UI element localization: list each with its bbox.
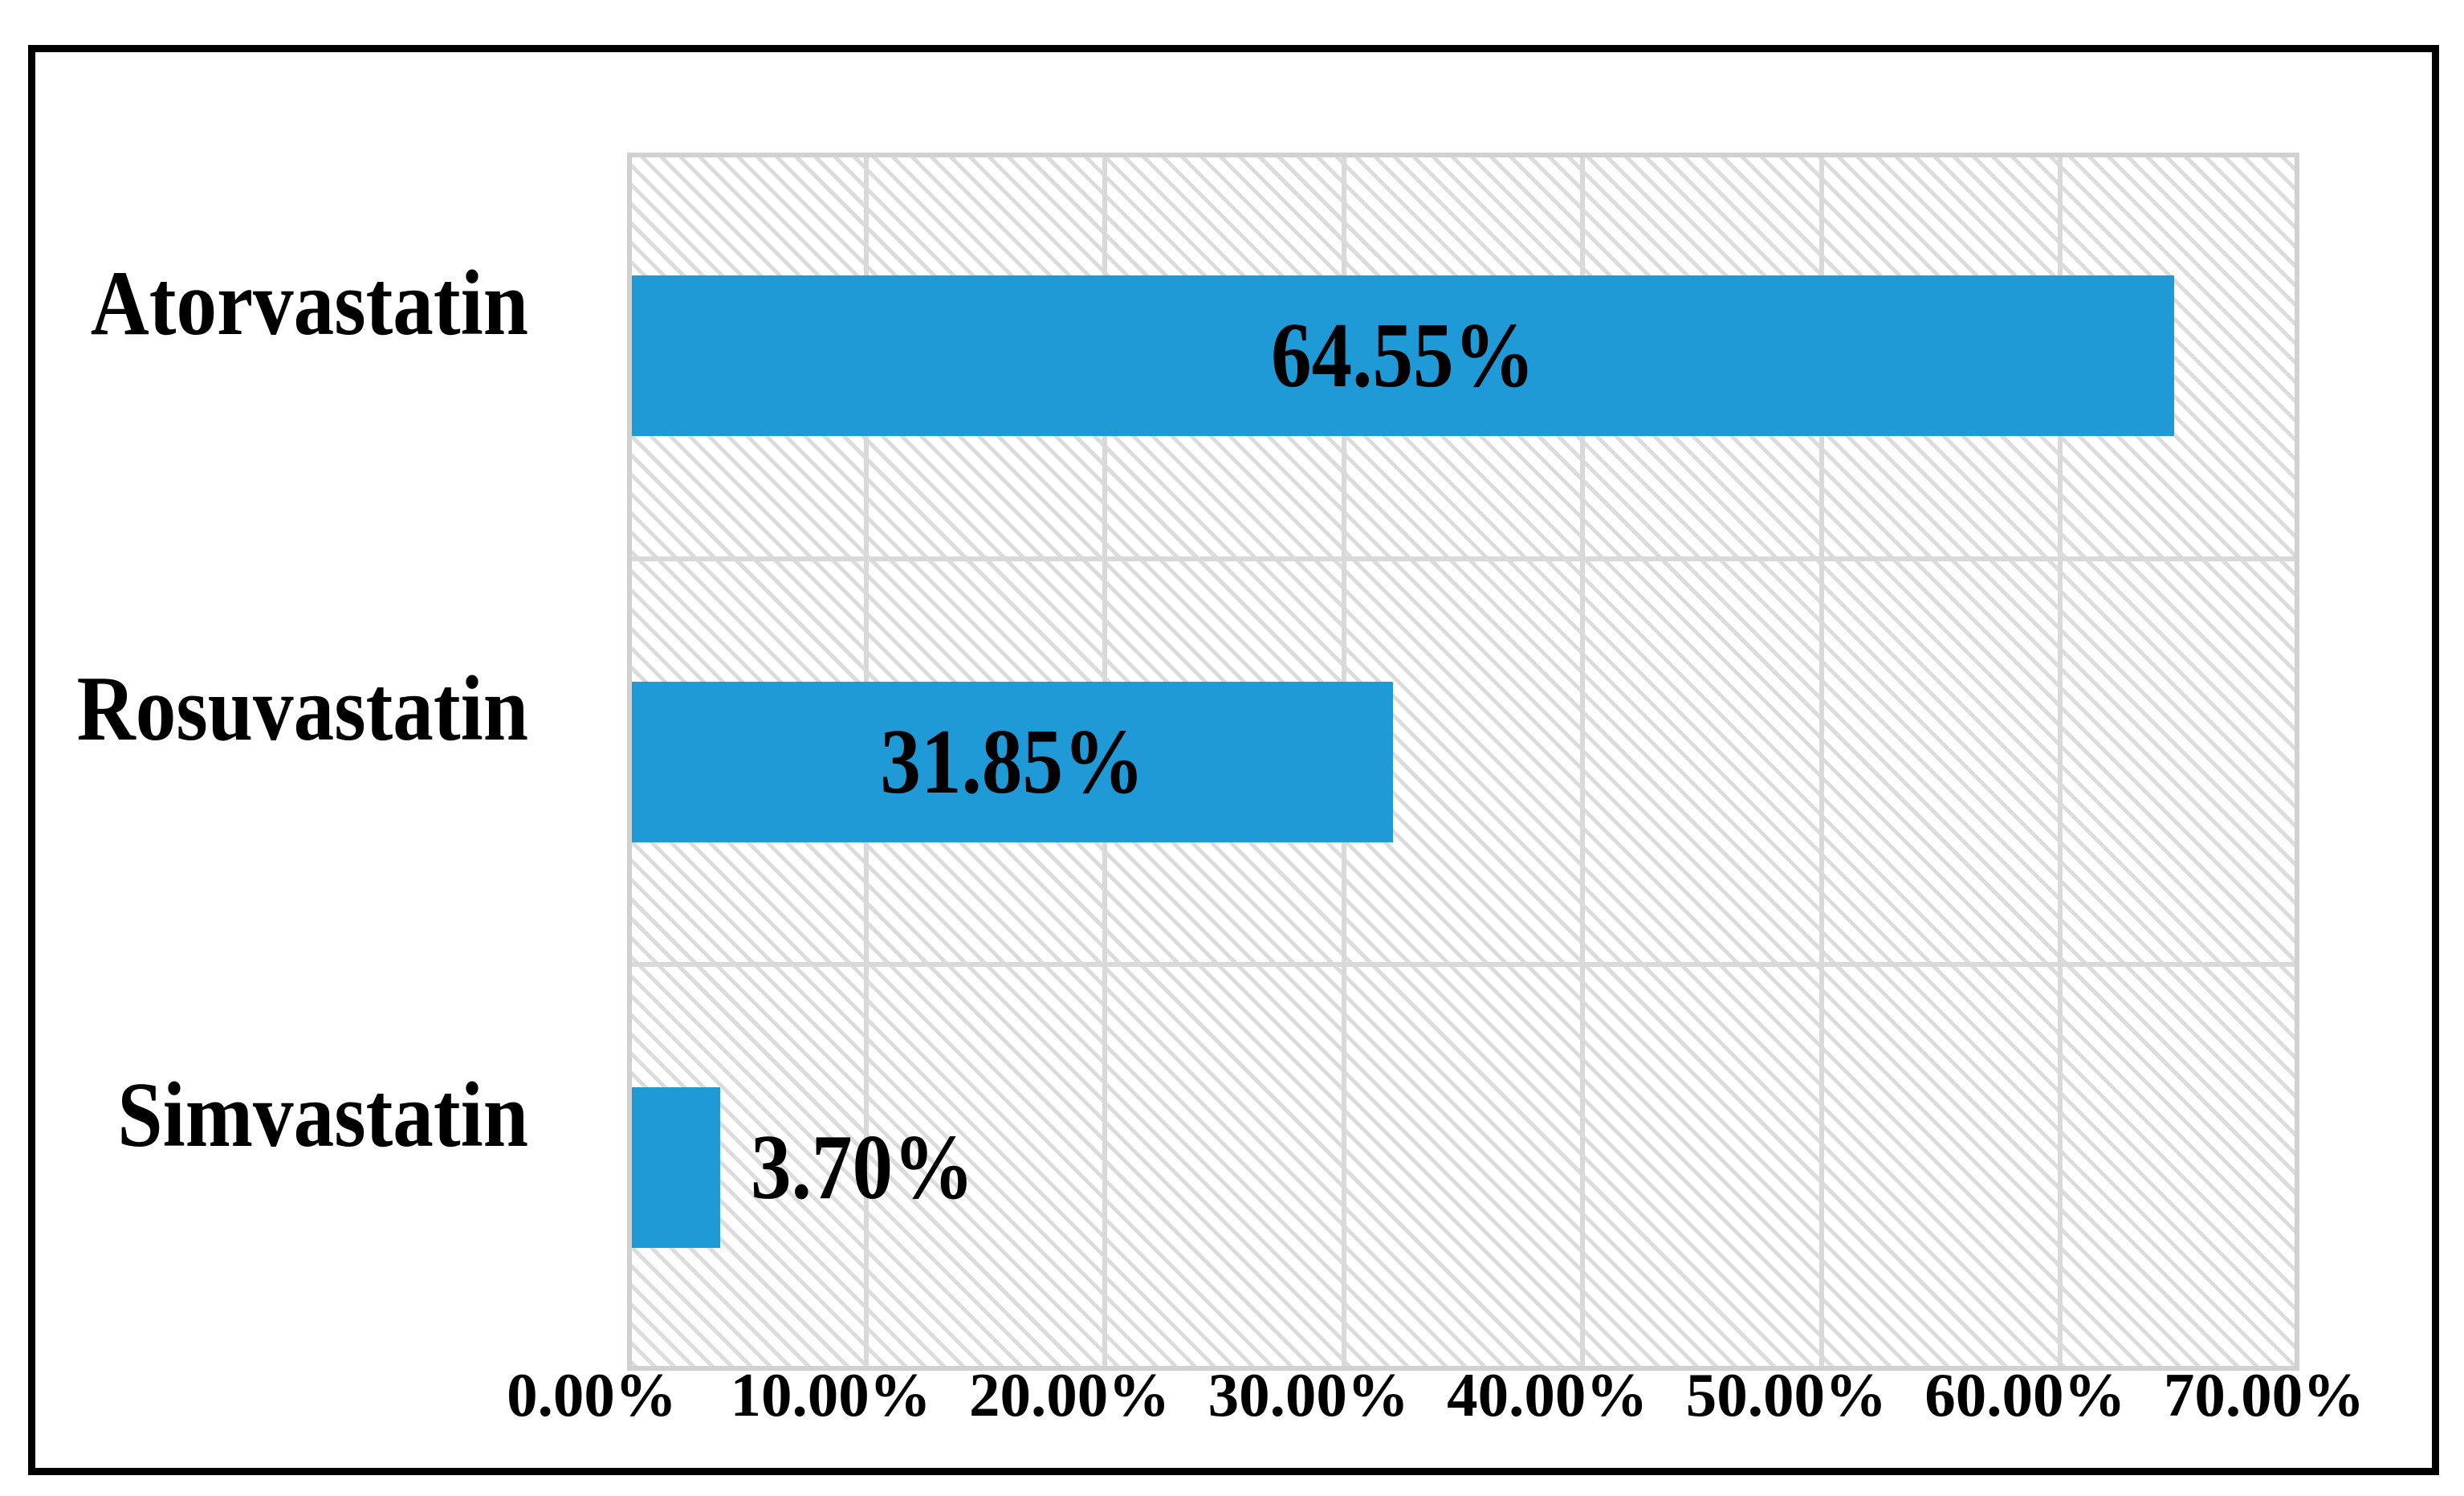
v-gridline xyxy=(1580,157,1586,1366)
bar-value-label: 3.70% xyxy=(751,1116,975,1219)
category-label-atorvastatin: Atorvastatin xyxy=(90,251,529,354)
h-gridline xyxy=(632,556,2295,561)
x-tick-label: 60.00% xyxy=(1924,1360,2126,1429)
bar-atorvastatin xyxy=(632,275,2174,436)
bar-rosuvastatin xyxy=(632,681,1393,842)
v-gridline xyxy=(1818,157,1824,1366)
category-label-simvastatin: Simvastatin xyxy=(117,1064,528,1167)
h-gridline xyxy=(632,962,2295,968)
plot-area: 64.55% 31.85% 3.70% xyxy=(627,153,2299,1371)
category-label-rosuvastatin: Rosuvastatin xyxy=(76,658,529,760)
x-tick-label: 70.00% xyxy=(2163,1360,2365,1429)
x-tick-label: 0.00% xyxy=(507,1360,677,1429)
figure-border: 64.55% 31.85% 3.70% xyxy=(28,45,2439,1475)
x-tick-label: 20.00% xyxy=(969,1360,1171,1429)
bar-value-label: 64.55% xyxy=(1270,304,1535,406)
x-tick-label: 50.00% xyxy=(1685,1360,1887,1429)
x-tick-label: 10.00% xyxy=(730,1360,931,1429)
x-tick-label: 40.00% xyxy=(1447,1360,1648,1429)
bar-simvastatin xyxy=(632,1087,721,1249)
v-gridline xyxy=(2058,157,2063,1366)
x-tick-label: 30.00% xyxy=(1208,1360,1409,1429)
bar-value-label: 31.85% xyxy=(880,710,1145,813)
